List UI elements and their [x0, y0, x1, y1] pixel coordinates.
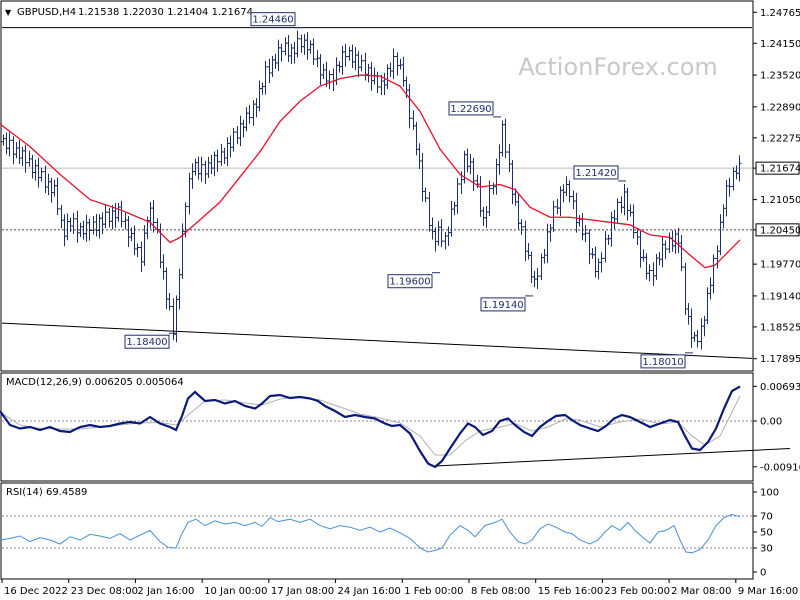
price-tick-label: 1.24765	[760, 8, 800, 19]
current-price-box	[755, 161, 800, 175]
annotation-label: 1.19600	[389, 277, 430, 288]
time-tick-label: 10 Jan 00:00	[204, 586, 267, 597]
price-tick-label: 1.19770	[760, 260, 800, 271]
time-tick-label: 2 Mar 08:00	[671, 586, 731, 597]
price-tick-label: 1.18525	[760, 322, 800, 333]
rsi-tick-label: 50	[760, 528, 773, 539]
chevron-down-icon[interactable]: ▼	[5, 8, 12, 17]
price-tick-label: 1.20450	[760, 225, 800, 236]
rsi-title: RSI(14) 69.4589	[6, 487, 87, 498]
rsi-tick-label: 0	[760, 568, 766, 579]
moving-average-line	[0, 74, 741, 269]
time-tick-label: 23 Dec 08:00	[71, 586, 138, 597]
price-tick-label: 1.21050	[760, 195, 800, 206]
price-annotations: 1.24460 1.22690 1.21420 1.19600 1.19140 1.184…	[124, 12, 693, 369]
time-tick-label: 23 Feb 00:00	[604, 586, 670, 597]
price-reference-lines	[1, 27, 753, 359]
rsi-tick-label: 100	[760, 488, 779, 499]
time-tick-label: 17 Jan 08:00	[271, 586, 334, 597]
macd-title: MACD(12,26,9) 0.006205 0.005064	[6, 377, 184, 388]
time-tick-label: 15 Feb 16:00	[538, 586, 604, 597]
macd-tick-label: 0.00	[760, 417, 782, 428]
price-tick-label: 1.24150	[760, 39, 800, 50]
annotation-box	[250, 12, 296, 27]
annotation-box	[480, 297, 526, 312]
price-tick-label: 1.22275	[760, 133, 800, 144]
support-price-box	[755, 223, 800, 237]
rsi-indicator: 100 70 50 30 0	[0, 488, 779, 579]
annotation-label: 1.22690	[450, 104, 491, 115]
time-tick-label: 16 Dec 2022	[4, 586, 68, 597]
candlestick-series	[1, 30, 742, 350]
watermark-text: ActionForex.com	[518, 53, 718, 81]
price-tick-label: 1.23520	[760, 71, 800, 82]
moving-average-series	[0, 74, 741, 269]
time-tick-label: 8 Feb 08:00	[471, 586, 530, 597]
annotation-label: 1.24460	[252, 15, 293, 26]
macd-trendline	[434, 448, 791, 467]
price-tick-label: 1.19140	[760, 291, 800, 302]
time-tick-label: 9 Mar 16:00	[738, 586, 798, 597]
macd-tick-label: 0.006936	[760, 382, 800, 393]
annotation-label: 1.18400	[126, 337, 167, 348]
lower-trendline	[1, 322, 753, 359]
annotation-box	[573, 165, 619, 180]
annotation-label: 1.21420	[575, 168, 616, 179]
macd-tick-label: -0.00916	[760, 462, 800, 473]
price-axis: 1.24765 1.24150 1.23520 1.22890 1.22275 1.216…	[753, 8, 800, 365]
rsi-tick-label: 30	[760, 544, 773, 555]
time-tick-label: 1 Feb 00:00	[404, 586, 463, 597]
annotation-box	[448, 101, 494, 116]
symbol-label: GBPUSD,H4	[17, 7, 76, 18]
macd-line	[0, 385, 741, 469]
annotation-label: 1.19140	[482, 300, 523, 311]
price-tick-label: 1.22890	[760, 102, 800, 113]
ohlc-readout: 1.21538 1.22030 1.21404 1.21674	[78, 7, 253, 18]
price-tick-label: 1.17895	[760, 354, 800, 365]
rsi-tick-label: 70	[760, 512, 773, 523]
annotation-box	[387, 274, 433, 289]
annotation-box	[124, 334, 170, 349]
price-panel-frame	[0, 0, 754, 372]
time-tick-label: 24 Jan 16:00	[338, 586, 401, 597]
macd-panel-frame	[0, 372, 754, 482]
time-tick-label: 2 Jan 16:00	[137, 586, 194, 597]
time-axis: 16 Dec 2022 23 Dec 08:00 2 Jan 16:00 10 Jan…	[1, 579, 798, 597]
rsi-line	[0, 513, 741, 554]
macd-indicator: 0.006936 0.00 -0.00916	[0, 382, 800, 473]
annotation-box	[640, 354, 686, 369]
price-tick-label: 1.21674	[760, 164, 800, 175]
annotation-label: 1.18010	[642, 357, 683, 368]
